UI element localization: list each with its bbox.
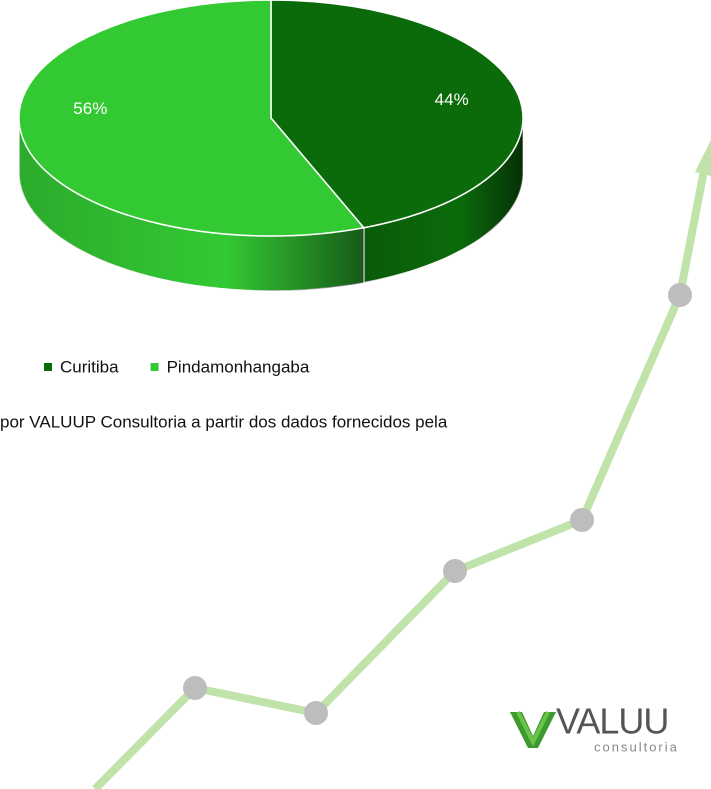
legend-label: Pindamonhangaba [167,357,310,376]
data-label: 44% [435,90,469,109]
trend-dot [304,701,328,725]
legend: Curitiba Pindamonhangaba [44,357,310,376]
trend-arrow [695,140,711,176]
background-trend-decoration [92,140,711,789]
logo-mark [516,711,550,747]
pie-chart: 44% 56% [18,0,524,292]
pie-side-shade [19,118,364,291]
logo: VALUU consultoria [510,701,679,754]
logo-subtext: consultoria [594,739,679,754]
data-label: 56% [73,99,107,118]
legend-swatch [44,363,52,371]
legend-swatch [150,363,159,371]
legend-label: Curitiba [60,357,119,376]
trend-dot [183,676,207,700]
trend-dot [668,283,692,307]
trend-dot [570,508,594,532]
logo-text: VALUU [556,701,668,742]
pie-side-shade [363,118,523,283]
pie-slice [18,0,366,237]
trend-dot [443,559,467,583]
pie-slice [270,0,524,229]
source-note: por VALUUP Consultoria a partir dos dado… [0,412,448,431]
